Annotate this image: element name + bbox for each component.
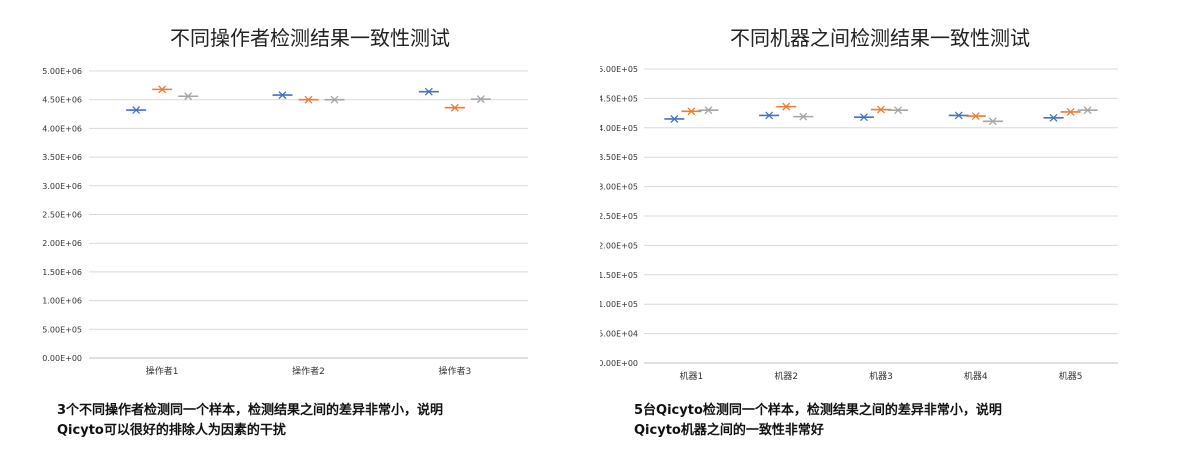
data-point bbox=[444, 103, 465, 112]
y-tick-label: 3.00E+05 bbox=[600, 183, 638, 192]
data-point-cross bbox=[782, 102, 791, 111]
y-tick-label: 2.00E+06 bbox=[42, 239, 82, 248]
data-point-cross bbox=[859, 113, 868, 122]
chart-title: 不同机器之间检测结果一致性测试 bbox=[730, 26, 1030, 50]
data-point-cross bbox=[704, 106, 713, 115]
data-point-cross bbox=[476, 95, 485, 104]
data-point bbox=[664, 115, 685, 123]
data-point-cross bbox=[799, 112, 808, 121]
x-tick-label: 机器5 bbox=[1059, 370, 1083, 382]
data-point-cross bbox=[971, 112, 980, 120]
data-point-cross bbox=[687, 107, 696, 116]
data-point-cross bbox=[988, 117, 997, 126]
data-point-cross bbox=[158, 85, 167, 94]
data-point-cross bbox=[894, 106, 903, 115]
chart-title: 不同操作者检测结果一致性测试 bbox=[170, 26, 450, 50]
data-point-cross bbox=[1066, 107, 1075, 116]
data-point bbox=[298, 95, 319, 104]
data-point bbox=[681, 107, 702, 116]
data-point-cross bbox=[1083, 106, 1092, 115]
data-point-cross bbox=[304, 95, 313, 104]
y-tick-label: 3.50E+06 bbox=[42, 153, 82, 162]
data-point-cross bbox=[450, 103, 459, 112]
y-tick-label: 1.00E+06 bbox=[42, 297, 82, 306]
chart-panel-machines: 不同机器之间检测结果一致性测试 0.00E+00 5.00E+04 1.00E+05… bbox=[600, 0, 1200, 470]
y-tick-label: 1.50E+06 bbox=[42, 268, 82, 277]
data-point bbox=[1060, 107, 1081, 116]
x-tick-label: 机器1 bbox=[680, 370, 704, 382]
data-point bbox=[1043, 113, 1064, 122]
data-point bbox=[324, 95, 345, 104]
data-point bbox=[982, 117, 1003, 126]
x-tick-label: 操作者3 bbox=[438, 365, 471, 377]
data-point-cross bbox=[424, 87, 433, 96]
data-point bbox=[272, 91, 293, 100]
data-point-cross bbox=[184, 92, 193, 101]
data-point bbox=[871, 105, 891, 114]
machine-consistency-chart: 0.00E+00 5.00E+04 1.00E+05 1.50E+05 2.00E+05… bbox=[600, 65, 1118, 382]
y-tick-label: 1.00E+05 bbox=[600, 300, 638, 309]
data-point bbox=[776, 102, 797, 111]
chart-caption: 3个不同操作者检测同一个样本，检测结果之间的差异非常小，说明 Qicyto可以很… bbox=[57, 401, 577, 441]
data-point bbox=[418, 87, 439, 96]
data-point-cross bbox=[1049, 113, 1058, 122]
data-point bbox=[793, 112, 814, 121]
y-tick-label: 5.00E+04 bbox=[600, 330, 638, 339]
data-point bbox=[888, 106, 909, 115]
data-point-cross bbox=[877, 105, 885, 114]
x-tick-label: 机器3 bbox=[869, 370, 893, 382]
data-point bbox=[965, 112, 986, 120]
data-point bbox=[948, 111, 969, 120]
y-tick-label: 5.00E+05 bbox=[42, 325, 82, 334]
data-point bbox=[470, 95, 491, 104]
y-tick-label: 4.50E+05 bbox=[600, 94, 638, 103]
chart-caption: 5台Qicyto检测同一个样本，检测结果之间的差异非常小，说明 Qicyto机器… bbox=[634, 401, 1154, 441]
y-tick-label: 3.50E+05 bbox=[600, 153, 638, 162]
caption-line: 3个不同操作者检测同一个样本，检测结果之间的差异非常小，说明 bbox=[57, 403, 444, 418]
data-point bbox=[698, 106, 719, 115]
caption-line: Qicyto机器之间的一致性非常好 bbox=[634, 423, 824, 438]
data-point bbox=[853, 113, 874, 122]
data-point-cross bbox=[954, 111, 963, 120]
y-tick-label: 1.50E+05 bbox=[600, 271, 638, 280]
y-tick-label: 4.00E+05 bbox=[600, 124, 638, 133]
caption-line: Qicyto可以很好的排除人为因素的干扰 bbox=[57, 423, 286, 438]
y-tick-label: 4.00E+06 bbox=[42, 124, 82, 133]
chart-panel-operators: 不同操作者检测结果一致性测试 0.00E+00 5.00E+05 1.00E+06 1… bbox=[42, 26, 577, 441]
y-tick-label: 3.00E+06 bbox=[42, 182, 82, 191]
data-point bbox=[759, 111, 780, 120]
data-point-cross bbox=[132, 106, 141, 114]
data-point-cross bbox=[670, 115, 679, 123]
data-point-cross bbox=[765, 111, 774, 120]
y-tick-label: 2.00E+05 bbox=[600, 241, 638, 250]
data-point bbox=[152, 85, 173, 94]
y-tick-label: 2.50E+05 bbox=[600, 212, 638, 221]
operator-consistency-chart: 0.00E+00 5.00E+05 1.00E+06 1.50E+06 2.00E+06… bbox=[42, 67, 528, 377]
data-point bbox=[1077, 106, 1098, 115]
caption-line: 5台Qicyto检测同一个样本，检测结果之间的差异非常小，说明 bbox=[634, 403, 1002, 418]
x-tick-label: 操作者2 bbox=[292, 365, 325, 377]
x-tick-label: 机器4 bbox=[964, 370, 988, 382]
x-tick-label: 机器2 bbox=[774, 370, 798, 382]
y-tick-label: 5.00E+05 bbox=[600, 65, 638, 74]
x-tick-label: 操作者1 bbox=[146, 365, 179, 377]
y-tick-label: 0.00E+00 bbox=[600, 359, 638, 368]
data-point bbox=[126, 106, 147, 114]
y-tick-label: 4.50E+06 bbox=[42, 96, 82, 105]
y-tick-label: 5.00E+06 bbox=[42, 67, 82, 76]
y-tick-label: 2.50E+06 bbox=[42, 211, 82, 220]
data-point bbox=[178, 92, 199, 101]
data-point-cross bbox=[330, 95, 339, 104]
data-point-cross bbox=[278, 91, 287, 100]
y-tick-label: 0.00E+00 bbox=[42, 354, 82, 363]
